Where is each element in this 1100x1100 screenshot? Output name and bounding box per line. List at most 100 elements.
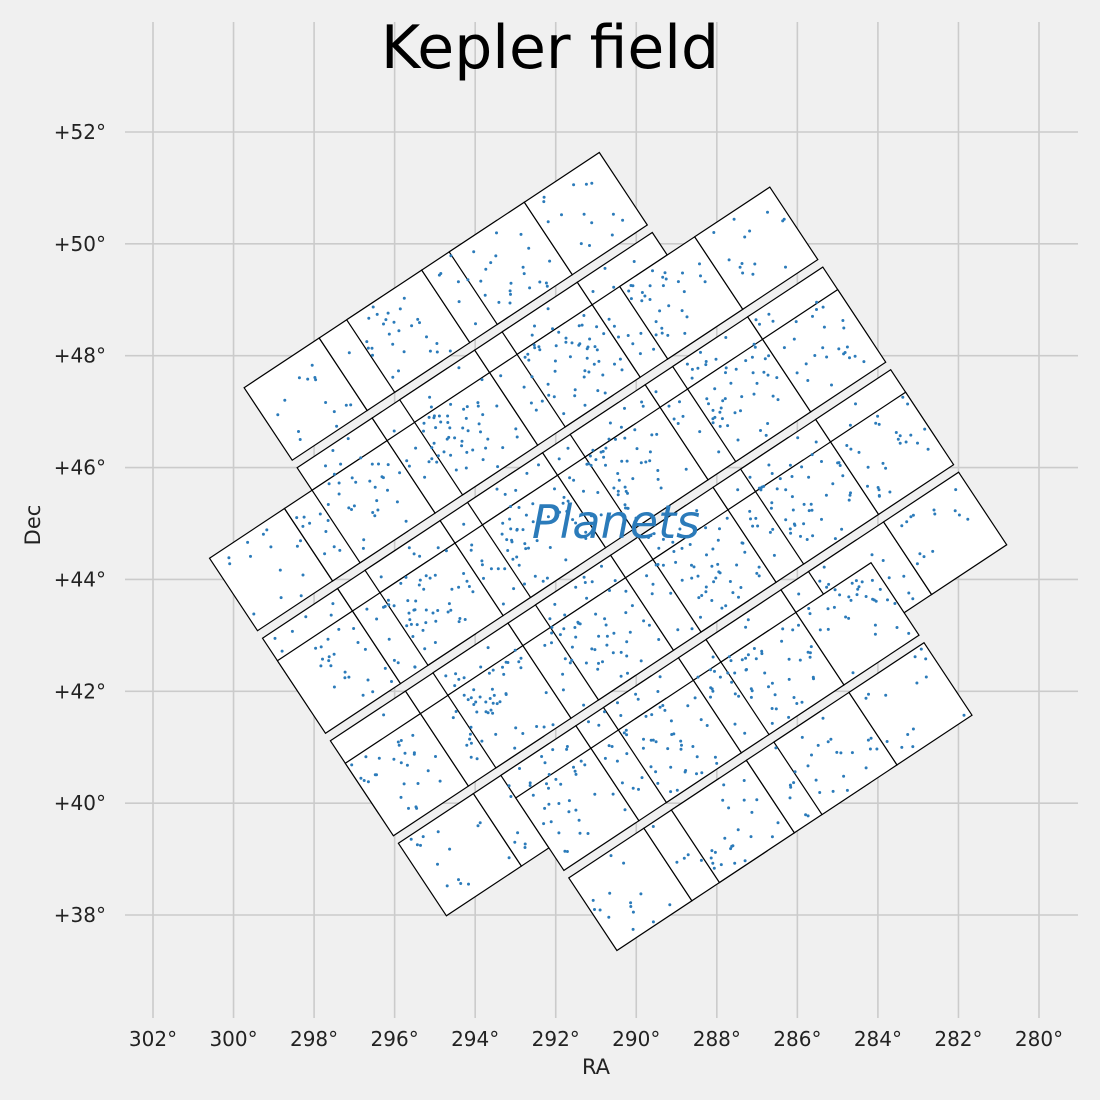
star-point — [347, 506, 351, 510]
star-point — [857, 450, 861, 454]
star-point — [825, 355, 829, 359]
star-point — [574, 521, 578, 525]
star-point — [658, 675, 662, 679]
x-tick-label: 302° — [129, 1027, 177, 1051]
y-tick-label: +48° — [54, 344, 106, 368]
star-point — [733, 861, 737, 865]
star-point — [954, 488, 958, 492]
star-point — [766, 373, 770, 377]
star-point — [402, 782, 406, 786]
star-point — [660, 326, 664, 330]
star-point — [814, 440, 818, 444]
star-point — [386, 311, 390, 315]
star-point — [505, 538, 509, 542]
star-point — [415, 806, 419, 810]
star-point — [668, 903, 672, 907]
star-point — [519, 666, 523, 670]
star-point — [465, 743, 469, 747]
star-point — [724, 336, 728, 339]
star-point — [597, 634, 601, 638]
star-point — [366, 678, 370, 682]
star-point — [457, 300, 461, 304]
star-point — [564, 558, 568, 562]
star-point — [480, 559, 484, 563]
star-point — [591, 290, 595, 293]
star-point — [787, 677, 791, 681]
star-point — [811, 314, 814, 318]
star-point — [953, 509, 957, 513]
star-point — [491, 711, 495, 715]
star-point — [621, 218, 625, 222]
star-point — [416, 782, 420, 785]
star-point — [613, 362, 616, 366]
star-point — [566, 446, 570, 450]
star-point — [648, 298, 652, 301]
star-point — [567, 810, 571, 814]
star-point — [588, 454, 592, 458]
star-point — [816, 743, 820, 747]
star-point — [435, 460, 439, 464]
star-point — [546, 220, 550, 224]
star-point — [720, 417, 724, 421]
star-point — [429, 405, 433, 409]
star-point — [601, 373, 605, 377]
star-point — [638, 352, 642, 356]
star-point — [799, 534, 802, 538]
star-point — [855, 593, 859, 597]
star-point — [781, 627, 785, 631]
star-point — [545, 782, 548, 786]
star-point — [522, 272, 526, 276]
star-point — [545, 284, 549, 288]
star-point — [436, 609, 440, 612]
star-point — [666, 333, 670, 337]
star-point — [868, 747, 872, 751]
star-point — [849, 491, 852, 495]
star-point — [685, 362, 689, 366]
star-point — [617, 335, 620, 339]
star-point — [318, 512, 322, 516]
star-point — [631, 927, 635, 931]
star-point — [546, 382, 550, 386]
star-point — [433, 641, 437, 644]
star-point — [716, 562, 720, 566]
star-point — [730, 680, 734, 684]
star-point — [752, 647, 756, 650]
star-point — [656, 690, 660, 693]
star-point — [619, 674, 623, 678]
star-point — [508, 517, 512, 521]
star-point — [623, 485, 627, 489]
star-point — [559, 782, 563, 786]
star-point — [449, 402, 453, 406]
star-point — [496, 567, 500, 571]
star-point — [523, 846, 527, 849]
star-point — [850, 581, 854, 585]
x-tick-labels: 302° 300° 298° 296° 294° 292° 290° 288° 286° 284°… — [129, 1027, 1063, 1051]
star-point — [672, 550, 676, 553]
star-point — [841, 319, 845, 322]
star-point — [622, 861, 626, 865]
star-point — [815, 300, 819, 304]
star-point — [337, 481, 341, 485]
star-point — [931, 549, 935, 553]
star-point — [584, 182, 588, 186]
star-point — [426, 769, 430, 773]
star-point — [699, 718, 703, 722]
star-point — [667, 404, 671, 408]
star-point — [746, 653, 750, 657]
star-point — [404, 519, 408, 523]
star-point — [434, 619, 438, 623]
star-point — [392, 658, 396, 662]
star-point — [469, 741, 473, 745]
star-point — [501, 446, 505, 450]
star-point — [532, 343, 536, 347]
star-point — [495, 231, 498, 235]
star-point — [602, 455, 606, 459]
star-point — [469, 696, 473, 700]
star-point — [818, 579, 822, 583]
star-point — [578, 831, 582, 835]
star-point — [898, 441, 902, 445]
star-point — [901, 395, 905, 399]
star-point — [748, 475, 752, 479]
star-point — [489, 261, 493, 265]
star-point — [453, 436, 457, 440]
